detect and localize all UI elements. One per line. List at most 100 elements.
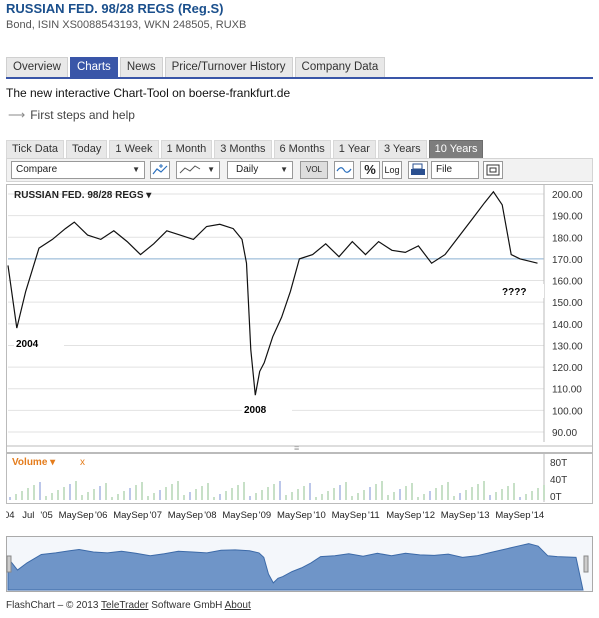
annotation-question-box — [500, 284, 544, 298]
price-chart[interactable]: 200.00 190.00 180.00 170.00 160.00 150.00 140.… — [6, 184, 593, 454]
percent-label: % — [364, 162, 376, 177]
compare-select[interactable]: Compare ▼ — [11, 161, 145, 179]
y-tick-label: 200.00 — [552, 190, 583, 201]
footer-copyright: FlashChart – © 2013 — [6, 600, 99, 611]
compare-select-value: Compare — [16, 164, 58, 175]
intro-text: The new interactive Chart-Tool on boerse… — [6, 86, 291, 100]
x-tick-label: Sep — [459, 510, 476, 521]
range-3-years[interactable]: 3 Years — [377, 140, 427, 160]
line-chart-icon — [179, 165, 201, 174]
chart-type-select[interactable]: ▼ — [176, 161, 220, 179]
y-tick-label: 120.00 — [552, 363, 583, 374]
annotation-2004: 2004 — [16, 339, 39, 350]
range-10-years[interactable]: 10 Years — [428, 140, 484, 160]
x-tick-label: '12 — [423, 510, 435, 521]
x-tick-label: 04 — [6, 510, 15, 521]
x-tick-label: May — [386, 510, 404, 521]
navigator-left-handle — [6, 555, 12, 573]
tab-overview[interactable]: Overview — [6, 57, 68, 78]
range-1-year[interactable]: 1 Year — [332, 140, 376, 160]
x-tick-label: Sep — [295, 510, 312, 521]
range-today[interactable]: Today — [66, 140, 108, 160]
volume-tick-label: 0T — [550, 492, 562, 503]
x-tick-label: Sep — [186, 510, 203, 521]
y-tick-label: 110.00 — [552, 385, 582, 396]
annotation-question: ???? — [502, 287, 526, 298]
y-tick-label: 90.00 — [552, 428, 577, 439]
tab-news[interactable]: News — [119, 57, 163, 78]
volume-panel — [6, 452, 593, 504]
teletrader-link[interactable]: TeleTrader — [101, 600, 149, 611]
print-icon — [411, 163, 425, 175]
x-tick-label: '09 — [259, 510, 271, 521]
range-1-month[interactable]: 1 Month — [160, 140, 213, 160]
x-tick-label: '08 — [204, 510, 216, 521]
chevron-down-icon: ▼ — [207, 165, 215, 174]
percent-button[interactable]: % — [360, 161, 380, 179]
log-scale-button[interactable]: Log — [382, 161, 402, 179]
navigator-right-handle — [583, 555, 589, 573]
range-1-week[interactable]: 1 Week — [109, 140, 159, 160]
x-tick-label: Sep — [514, 510, 531, 521]
volume-toggle[interactable]: VOL — [300, 161, 328, 179]
volume-toggle-label: VOL — [305, 165, 322, 174]
x-tick-label: May — [277, 510, 295, 521]
range-6-months[interactable]: 6 Months — [273, 140, 331, 160]
print-button[interactable] — [408, 161, 428, 179]
page-title: RUSSIAN FED. 98/28 REGS (Reg.S) — [6, 1, 224, 16]
x-tick-label: '10 — [313, 510, 325, 521]
footer-company-suffix: Software GmbH — [151, 600, 223, 611]
x-tick-label: May — [113, 510, 131, 521]
x-tick-label: Sep — [131, 510, 148, 521]
y-tick-label: 190.00 — [552, 212, 583, 223]
bond-identifiers: Bond, ISIN XS0088543193, WKN 248505, RUX… — [6, 19, 247, 31]
tab-company-data[interactable]: Company Data — [294, 57, 386, 78]
range-tick-data[interactable]: Tick Data — [6, 140, 65, 160]
tab-price-turnover-history[interactable]: Price/Turnover History — [164, 57, 293, 78]
chart-title: RUSSIAN FED. 98/28 REGS ▾ — [14, 190, 152, 201]
x-tick-label: '07 — [150, 510, 162, 521]
file-menu-button[interactable]: File — [431, 161, 479, 179]
x-tick-label: '13 — [477, 510, 489, 521]
add-indicator-button[interactable] — [150, 161, 170, 179]
tab-charts[interactable]: Charts — [69, 57, 118, 78]
file-menu-label: File — [436, 164, 453, 175]
annotation-2008-box — [242, 402, 292, 416]
x-tick-label: Jul — [22, 510, 34, 521]
x-tick-label: '05 — [40, 510, 52, 521]
compare-lines-button[interactable] — [334, 161, 354, 179]
chart-frame — [6, 184, 593, 454]
y-tick-label: 160.00 — [552, 277, 583, 288]
wave-icon — [336, 167, 352, 173]
range-3-months[interactable]: 3 Months — [214, 140, 272, 160]
log-label: Log — [384, 165, 400, 175]
y-tick-label: 130.00 — [552, 341, 583, 352]
x-tick-label: '06 — [95, 510, 107, 521]
y-tick-label: 150.00 — [552, 298, 583, 309]
fullscreen-icon — [486, 164, 500, 176]
x-tick-label: May — [59, 510, 77, 521]
navigator-chart — [6, 543, 589, 591]
about-link[interactable]: About — [224, 600, 251, 611]
x-tick-label: May — [332, 510, 350, 521]
arrow-right-icon: ⟶ — [8, 108, 26, 122]
help-link[interactable]: ⟶ First steps and help — [8, 108, 135, 122]
y-tick-label: 180.00 — [552, 233, 583, 244]
x-tick-label: Sep — [404, 510, 421, 521]
range-tabs: Tick Data Today 1 Week 1 Month 3 Months … — [6, 140, 485, 160]
annotation-2004-box — [14, 336, 64, 350]
fullscreen-button[interactable] — [483, 161, 503, 179]
tab-underline — [6, 77, 593, 79]
volume-tick-label: 80T — [550, 458, 567, 469]
splitter-grip-icon: ≡ — [294, 443, 299, 453]
indicator-icon — [152, 164, 168, 175]
y-tick-label: 100.00 — [552, 406, 583, 417]
y-tick-label: 140.00 — [552, 320, 583, 331]
price-series-line — [7, 190, 538, 396]
x-tick-label: May — [222, 510, 240, 521]
x-tick-label: Sep — [241, 510, 258, 521]
x-tick-label: May — [441, 510, 459, 521]
interval-select[interactable]: Daily ▼ — [227, 161, 293, 179]
x-tick-label: Sep — [350, 510, 367, 521]
